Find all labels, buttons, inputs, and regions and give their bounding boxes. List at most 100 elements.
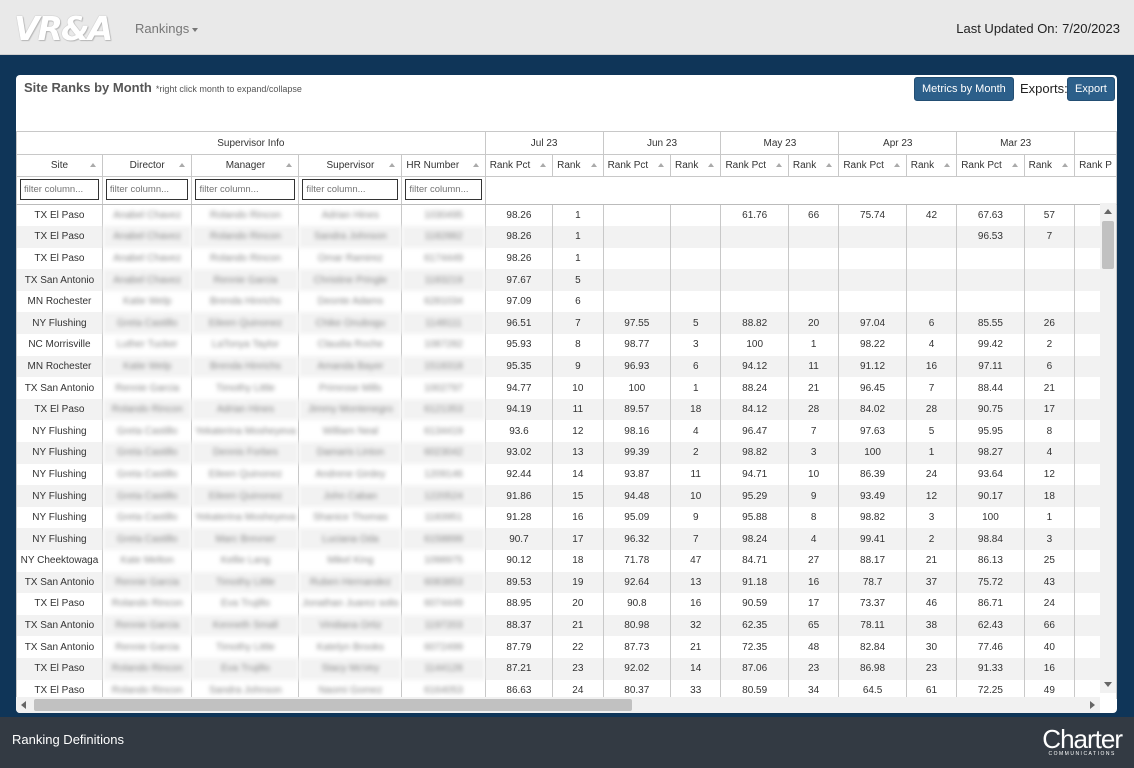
ranking-definitions-link[interactable]: Ranking Definitions — [12, 732, 125, 747]
table-row[interactable]: TX El Paso Rolando Rincon Sandra Johnson Na… — [16, 679, 1117, 699]
rankings-dropdown[interactable]: Rankings — [135, 21, 199, 36]
table-row[interactable]: TX San Antonio Anabel Chavez Rennie Garcia… — [16, 269, 1117, 291]
sort-icon[interactable] — [540, 163, 547, 167]
table-row[interactable]: NY Cheektowaga Kate Melton Kellie Lang Mike… — [16, 550, 1117, 572]
col-header-rank-pct[interactable]: Rank Pct — [838, 154, 907, 177]
vertical-scrollbar[interactable] — [1100, 203, 1116, 693]
cell-rank-pct: 90.75 — [956, 398, 1025, 421]
col-header-rank[interactable]: Rank — [787, 154, 840, 177]
cell-director: Anabel Chavez — [101, 204, 193, 227]
scroll-left-icon[interactable] — [21, 701, 26, 709]
col-header-rank-pct[interactable]: Rank Pct — [602, 154, 672, 177]
scroll-thumb[interactable] — [34, 699, 632, 711]
col-header-rank-pct[interactable]: Rank Pct — [720, 154, 789, 177]
filter-hr-number-input[interactable] — [405, 179, 482, 200]
sort-icon[interactable] — [389, 163, 396, 167]
table-row[interactable]: TX El Paso Rolando Rincon Eva Trujillo Stac… — [16, 657, 1117, 680]
scroll-right-icon[interactable] — [1090, 701, 1095, 709]
scroll-down-icon[interactable] — [1104, 682, 1112, 687]
cell-rank-pct: 94.77 — [484, 377, 554, 399]
sort-icon[interactable] — [89, 163, 96, 167]
table-row[interactable]: NY Flushing Greta Castillo Yekaterina Mosh… — [16, 420, 1117, 443]
last-updated-value: 7/20/2023 — [1062, 21, 1120, 36]
sort-icon[interactable] — [708, 163, 715, 167]
col-header-manager[interactable]: Manager — [191, 154, 300, 177]
table-row[interactable]: NY Flushing Greta Castillo Eileen Quinonez… — [16, 485, 1117, 507]
table-row[interactable]: NY Flushing Greta Castillo Yekaterina Mosh… — [16, 506, 1117, 529]
table-row[interactable]: TX El Paso Anabel Chavez Rolando Rincon Oma… — [16, 247, 1117, 270]
table-row[interactable]: TX El Paso Anabel Chavez Rolando Rincon Adr… — [16, 204, 1117, 227]
cell-rank-pct: 86.98 — [838, 657, 907, 680]
filter-supervisor-input[interactable] — [302, 179, 399, 200]
col-header-rank-pct-partial[interactable]: Rank P — [1074, 154, 1117, 177]
cell-site: NY Cheektowaga — [16, 550, 103, 572]
export-button[interactable]: Export — [1067, 77, 1115, 101]
cell-rank-pct: 84.02 — [838, 398, 907, 421]
group-month[interactable]: Jul 23 — [484, 131, 604, 155]
sort-icon[interactable] — [286, 163, 293, 167]
col-header-rank-pct[interactable]: Rank Pct — [956, 154, 1025, 177]
group-month[interactable]: Mar 23 — [956, 131, 1076, 155]
filter-manager-input[interactable] — [195, 179, 296, 200]
filter-site-input[interactable] — [20, 179, 99, 200]
metrics-by-month-button[interactable]: Metrics by Month — [914, 77, 1014, 101]
sort-icon[interactable] — [826, 163, 833, 167]
sort-icon[interactable] — [658, 163, 665, 167]
cell-rank-pct: 88.24 — [720, 377, 789, 399]
col-header-rank-pct[interactable]: Rank Pct — [484, 154, 554, 177]
group-month[interactable]: May 23 — [720, 131, 840, 155]
table-row[interactable]: TX San Antonio Rennie Garcia Timothy Littl… — [16, 377, 1117, 399]
table-row[interactable]: TX El Paso Rolando Rincon Adrian Hines Jimm… — [16, 398, 1117, 421]
table-row[interactable]: NY Flushing Greta Castillo Eileen Quinonez… — [16, 463, 1117, 486]
group-month[interactable]: Apr 23 — [838, 131, 958, 155]
table-row[interactable]: NY Flushing Greta Castillo Marc Brevner Luc… — [16, 528, 1117, 550]
table-row[interactable]: MN Rochester Katie Welp Brenda Hinrichs Deo… — [16, 290, 1117, 313]
cell-rank: 5 — [552, 269, 604, 291]
scroll-up-icon[interactable] — [1104, 209, 1112, 214]
col-header-rank[interactable]: Rank — [670, 154, 722, 177]
cell-hr-number: 1197203 — [401, 614, 486, 637]
horizontal-scrollbar[interactable] — [16, 697, 1100, 713]
col-header-rank[interactable]: Rank — [1023, 154, 1076, 177]
cell-rank: 66 — [787, 204, 840, 227]
vra-logo[interactable]: VR&A — [14, 9, 113, 48]
col-header-rank[interactable]: Rank — [552, 154, 604, 177]
filter-director-input[interactable] — [105, 179, 189, 200]
col-header-rank[interactable]: Rank — [905, 154, 958, 177]
cell-manager: LaTonya Taylor — [191, 334, 300, 356]
cell-rank: 12 — [905, 485, 958, 507]
sort-icon[interactable] — [1062, 163, 1069, 167]
table-row[interactable]: TX El Paso Rolando Rincon Eva Trujillo Jona… — [16, 593, 1117, 615]
sort-icon[interactable] — [590, 163, 597, 167]
col-header-supervisor[interactable]: Supervisor — [298, 154, 403, 177]
cell-rank — [670, 226, 722, 248]
col-header-site[interactable]: Site — [16, 154, 103, 177]
cell-director: Rennie Garcia — [101, 571, 193, 594]
table-row[interactable]: MN Rochester Katie Welp Brenda Hinrichs Ama… — [16, 355, 1117, 378]
sort-icon[interactable] — [944, 163, 951, 167]
cell-rank-pct: 96.47 — [720, 420, 789, 443]
table-row[interactable]: NY Flushing Greta Castillo Dennis Forbes Da… — [16, 442, 1117, 464]
sort-icon[interactable] — [893, 163, 900, 167]
col-header-hr-number[interactable]: HR Number — [401, 154, 486, 177]
cell-rank — [787, 226, 840, 248]
table-row[interactable]: TX San Antonio Rennie Garcia Timothy Littl… — [16, 636, 1117, 658]
sort-icon[interactable] — [472, 163, 479, 167]
col-header-director[interactable]: Director — [101, 154, 193, 177]
cell-supervisor: Omar Ramirez — [298, 247, 403, 270]
table-row[interactable]: NY Flushing Greta Castillo Eileen Quinonez… — [16, 312, 1117, 335]
table-row[interactable]: NC Morrisville Luther Tucker LaTonya Taylo… — [16, 334, 1117, 356]
sort-icon[interactable] — [1011, 163, 1018, 167]
sort-icon[interactable] — [775, 163, 782, 167]
top-navbar: VR&A Rankings Last Updated On: 7/20/2023 — [0, 0, 1134, 55]
cell-rank: 1 — [905, 442, 958, 464]
cell-rank-pct: 98.27 — [956, 442, 1025, 464]
table-row[interactable]: TX San Antonio Rennie Garcia Kenneth Small… — [16, 614, 1117, 637]
cell-rank: 3 — [905, 506, 958, 529]
table-row[interactable]: TX San Antonio Rennie Garcia Timothy Littl… — [16, 571, 1117, 594]
group-month[interactable]: Jun 23 — [602, 131, 722, 155]
panel-note: *right click month to expand/collapse — [155, 84, 302, 94]
scroll-thumb[interactable] — [1102, 221, 1114, 269]
table-row[interactable]: TX El Paso Anabel Chavez Rolando Rincon San… — [16, 226, 1117, 248]
sort-icon[interactable] — [179, 163, 186, 167]
